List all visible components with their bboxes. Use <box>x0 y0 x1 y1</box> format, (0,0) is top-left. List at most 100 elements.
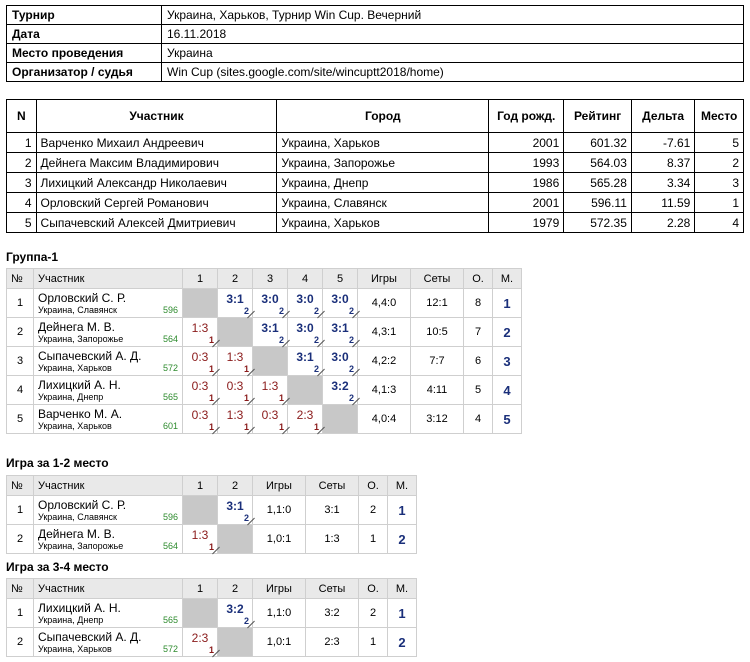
match-score: 2:3 <box>191 631 209 645</box>
place-cell: 2 <box>387 627 417 657</box>
sets-cell: 12:1 <box>410 288 464 318</box>
match-score-cell[interactable]: 3:1 2 <box>252 317 290 348</box>
match-score-cell[interactable]: 2:3 1 <box>287 404 325 435</box>
place-value: 1 <box>398 605 406 621</box>
info-key: Организатор / судья <box>6 62 162 82</box>
match-points: 2 <box>313 335 319 345</box>
games-cell: 4,2:2 <box>357 346 411 376</box>
group-table: № Участник 1 2 Игры Сеты О. М. 1 Лихицкий А. Н. Ук… <box>6 578 417 658</box>
match-points: 1 <box>208 335 214 345</box>
games-cell: 1,0:1 <box>252 524 306 554</box>
player-cell[interactable]: Дейнега М. В. Украина, Запорожье 564 <box>33 317 183 347</box>
place-cell: 1 <box>492 288 522 318</box>
player-cell[interactable]: Лихицкий А. Н. Украина, Днепр 565 <box>33 598 183 628</box>
match-points: 1 <box>208 422 214 432</box>
group-header-cell: Участник <box>33 268 183 289</box>
tournament-info-table: Турнир Украина, Харьков, Турнир Win Cup. … <box>6 5 744 82</box>
match-score-cell[interactable]: 2:3 1 <box>182 627 220 658</box>
player-cell[interactable]: Орловский С. Р. Украина, Славянск 596 <box>33 288 183 318</box>
info-value: Украина <box>161 43 744 63</box>
match-score: 0:3 <box>191 408 209 422</box>
self-cell <box>217 317 253 347</box>
match-score-cell[interactable]: 0:3 1 <box>252 404 290 435</box>
match-points: 2 <box>348 335 354 345</box>
match-score-cell[interactable]: 3:0 2 <box>322 288 360 319</box>
row-number: 1 <box>6 288 34 318</box>
player-cell[interactable]: Сыпачевский А. Д. Украина, Харьков 572 <box>33 346 183 376</box>
match-score-cell[interactable]: 1:3 1 <box>252 375 290 406</box>
match-score-cell[interactable]: 3:0 2 <box>287 317 325 348</box>
match-score: 3:1 <box>226 292 244 306</box>
group-header-cell: 1 <box>182 578 218 599</box>
sets-cell: 3:12 <box>410 404 464 434</box>
player-cell[interactable]: Сыпачевский А. Д. Украина, Харьков 572 <box>33 627 183 657</box>
group-header-row: № Участник 1 2 Игры Сеты О. М. <box>6 578 417 599</box>
match-score: 0:3 <box>226 379 244 393</box>
table-row: 4 Орловский Сергей Романович Украина, Слав… <box>6 192 744 213</box>
player-cell[interactable]: Дейнега М. В. Украина, Запорожье 564 <box>33 524 183 554</box>
player-name: Варченко М. А. <box>38 406 123 421</box>
match-score-cell[interactable]: 0:3 1 <box>182 375 220 406</box>
match-score-cell[interactable]: 3:0 2 <box>287 288 325 319</box>
player-cell[interactable]: Варченко М. А. Украина, Харьков 601 <box>33 404 183 434</box>
table-cell: 3 <box>694 172 744 193</box>
player-name: Дейнега М. В. <box>38 526 115 541</box>
match-points: 1 <box>208 645 214 655</box>
table-cell: 2.28 <box>630 212 696 233</box>
self-cell <box>252 346 288 376</box>
points-cell: 6 <box>463 346 493 376</box>
table-row: 4 Лихицкий А. Н. Украина, Днепр 565 0:3 1 0:3 1… <box>6 375 522 406</box>
match-score-cell[interactable]: 3:1 2 <box>217 288 255 319</box>
table-row: 1 Орловский С. Р. Украина, Славянск 596 3:1 2… <box>6 288 522 319</box>
games-cell: 4,1:3 <box>357 375 411 405</box>
match-score-cell[interactable]: 0:3 1 <box>182 346 220 377</box>
table-row: 2 Дейнега М. В. Украина, Запорожье 564 1:3 1 1… <box>6 524 417 555</box>
match-score-cell[interactable]: 3:2 2 <box>217 598 255 629</box>
match-score-cell[interactable]: 0:3 1 <box>182 404 220 435</box>
group-header-cell: 4 <box>287 268 323 289</box>
match-score: 3:0 <box>261 292 279 306</box>
match-score-cell[interactable]: 1:3 1 <box>182 524 220 555</box>
table-cell: Орловский Сергей Романович <box>35 192 278 213</box>
row-number: 1 <box>6 495 34 525</box>
match-score-cell[interactable]: 3:1 2 <box>287 346 325 377</box>
participants-header: Город <box>276 99 490 133</box>
table-cell: 596.11 <box>563 192 632 213</box>
match-score-cell[interactable]: 1:3 1 <box>217 346 255 377</box>
player-city: Украина, Славянск <box>38 511 117 522</box>
group-title: Группа-1 <box>6 250 59 264</box>
table-cell: 564.03 <box>563 152 632 173</box>
table-cell: 565.28 <box>563 172 632 193</box>
row-number: 3 <box>6 346 34 376</box>
row-number: 2 <box>6 627 34 657</box>
player-cell[interactable]: Лихицкий А. Н. Украина, Днепр 565 <box>33 375 183 405</box>
match-score: 3:0 <box>331 350 349 364</box>
match-score: 3:0 <box>331 292 349 306</box>
match-score-cell[interactable]: 0:3 1 <box>217 375 255 406</box>
match-score-cell[interactable]: 1:3 1 <box>217 404 255 435</box>
player-city: Украина, Славянск <box>38 304 117 315</box>
table-cell: 8.37 <box>630 152 696 173</box>
match-score-cell[interactable]: 3:1 2 <box>322 317 360 348</box>
match-score-cell[interactable]: 1:3 1 <box>182 317 220 348</box>
table-cell: Варченко Михаил Андреевич <box>35 132 278 153</box>
group-header-cell: № <box>6 268 34 289</box>
match-points: 1 <box>313 422 319 432</box>
match-score: 0:3 <box>191 350 209 364</box>
match-points: 1 <box>208 364 214 374</box>
player-name: Лихицкий А. Н. <box>38 600 121 615</box>
player-city: Украина, Харьков <box>38 420 112 431</box>
match-score: 3:1 <box>226 499 244 513</box>
group-header-cell: 5 <box>322 268 358 289</box>
match-score-cell[interactable]: 3:0 2 <box>322 346 360 377</box>
group-table: № Участник 1 2 Игры Сеты О. М. 1 Орловский С. Р. У… <box>6 475 417 555</box>
match-score-cell[interactable]: 3:2 2 <box>322 375 360 406</box>
match-score-cell[interactable]: 3:0 2 <box>252 288 290 319</box>
player-cell[interactable]: Орловский С. Р. Украина, Славянск 596 <box>33 495 183 525</box>
info-value: Win Cup (sites.google.com/site/wincuptt2… <box>161 62 744 82</box>
player-rating: 572 <box>162 363 178 373</box>
table-cell: -7.61 <box>630 132 696 153</box>
match-score-cell[interactable]: 3:1 2 <box>217 495 255 526</box>
match-score: 1:3 <box>226 350 244 364</box>
player-rating: 564 <box>162 541 178 551</box>
